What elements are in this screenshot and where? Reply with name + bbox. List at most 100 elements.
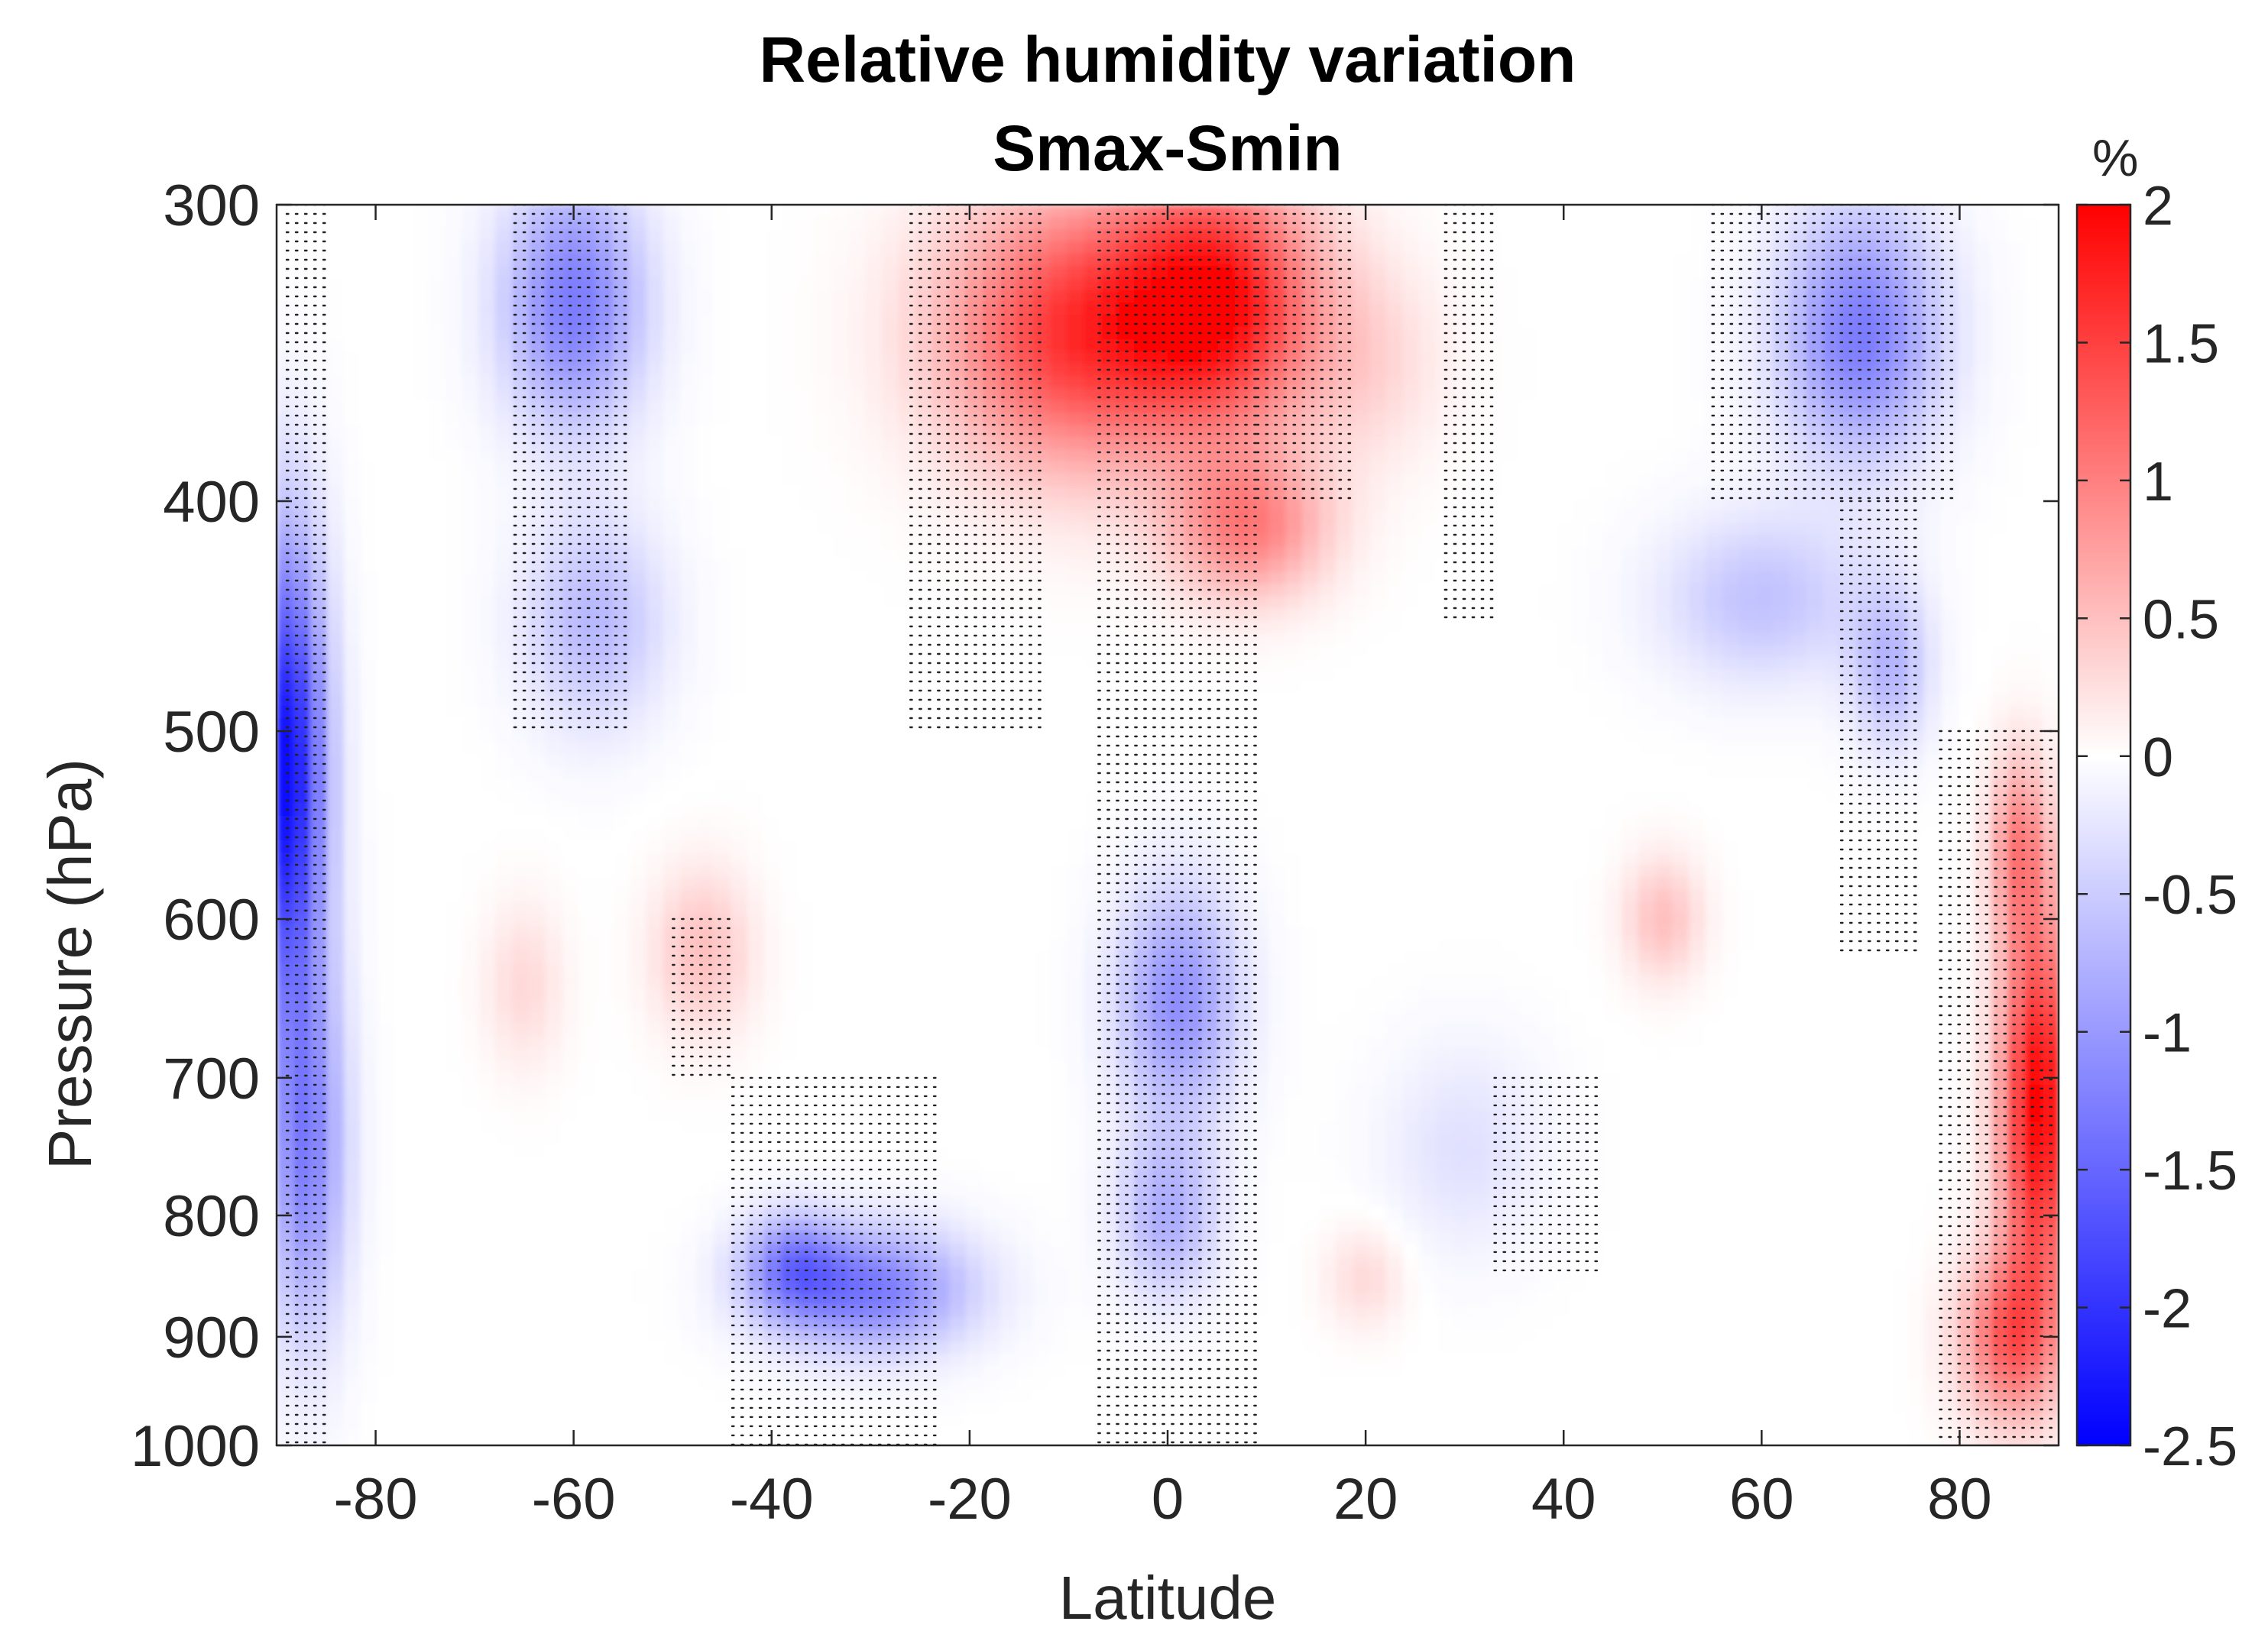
heatmap-cell: [1016, 718, 1034, 731]
heatmap-cell: [1016, 535, 1034, 548]
heatmap-cell: [478, 498, 496, 511]
heatmap-cell: [1521, 620, 1538, 633]
heatmap-cell: [714, 510, 731, 523]
heatmap-cell: [529, 571, 546, 584]
heatmap-cell: [1268, 315, 1286, 328]
heatmap-cell: [1084, 681, 1101, 694]
heatmap-cell: [1386, 547, 1404, 560]
heatmap-cell: [831, 718, 849, 731]
heatmap-cell: [865, 608, 883, 621]
heatmap-cell: [1285, 278, 1303, 291]
heatmap-cell: [1773, 205, 1790, 218]
heatmap-cell: [714, 437, 731, 450]
heatmap-cell: [764, 730, 782, 743]
heatmap-cell: [1201, 315, 1219, 328]
heatmap-cell: [495, 474, 513, 487]
heatmap-cell: [983, 694, 1000, 707]
heatmap-cell: [1403, 633, 1421, 646]
heatmap-cell: [630, 303, 647, 316]
heatmap-cell: [546, 229, 563, 242]
heatmap-cell: [394, 718, 412, 731]
heatmap-cell: [882, 229, 899, 242]
heatmap-cell: [1689, 510, 1706, 523]
heatmap-cell: [1184, 755, 1202, 768]
heatmap-cell: [747, 400, 765, 413]
heatmap-cell: [1790, 620, 1807, 633]
heatmap-cell: [1806, 755, 1824, 768]
heatmap-cell: [1706, 229, 1723, 242]
heatmap-cell: [1672, 364, 1690, 377]
heatmap-cell: [680, 303, 698, 316]
heatmap-cell: [1302, 633, 1320, 646]
heatmap-cell: [562, 669, 580, 682]
heatmap-cell: [1924, 559, 1942, 572]
heatmap-cell: [747, 241, 765, 254]
heatmap-cell: [277, 449, 294, 462]
heatmap-cell: [1975, 547, 1992, 560]
heatmap-cell: [1975, 535, 1992, 548]
heatmap-cell: [310, 254, 328, 267]
heatmap-cell: [1806, 730, 1824, 743]
heatmap-cell: [1302, 657, 1320, 670]
heatmap-cell: [865, 657, 883, 670]
heatmap-cell: [1084, 547, 1101, 560]
heatmap-cell: [1504, 303, 1521, 316]
heatmap-cell: [1504, 620, 1521, 633]
heatmap-cell: [478, 254, 496, 267]
heatmap-cell: [1790, 376, 1807, 389]
heatmap-cell: [1218, 608, 1236, 621]
heatmap-cell: [663, 620, 681, 633]
heatmap-cell: [478, 657, 496, 670]
heatmap-cell: [2042, 327, 2059, 340]
heatmap-cell: [394, 584, 412, 597]
heatmap-cell: [1907, 510, 1925, 523]
heatmap-cell: [1504, 547, 1521, 560]
heatmap-cell: [1134, 523, 1152, 536]
heatmap-cell: [1453, 351, 1471, 364]
heatmap-cell: [932, 364, 950, 377]
heatmap-cell: [1184, 339, 1202, 352]
heatmap-cell: [1638, 437, 1656, 450]
heatmap-cell: [1790, 486, 1807, 499]
heatmap-cell: [1437, 706, 1454, 719]
heatmap-cell: [865, 474, 883, 487]
heatmap-cell: [1000, 486, 1017, 499]
heatmap-cell: [1941, 694, 1959, 707]
heatmap-cell: [596, 315, 614, 328]
heatmap-cell: [478, 633, 496, 646]
heatmap-cell: [613, 743, 630, 756]
heatmap-cell: [394, 510, 412, 523]
heatmap-cell: [1739, 718, 1757, 731]
heatmap-cell: [277, 571, 294, 584]
heatmap-cell: [1706, 571, 1723, 584]
heatmap-cell: [478, 559, 496, 572]
heatmap-cell: [327, 461, 345, 474]
heatmap-cell: [1134, 205, 1152, 218]
heatmap-cell: [1958, 205, 1975, 218]
heatmap-cell: [1067, 339, 1084, 352]
heatmap-cell: [764, 718, 782, 731]
heatmap-cell: [529, 681, 546, 694]
heatmap-cell: [1689, 608, 1706, 621]
heatmap-cell: [361, 364, 378, 377]
heatmap-cell: [1252, 486, 1269, 499]
heatmap-cell: [731, 523, 748, 536]
heatmap-cell: [1386, 584, 1404, 597]
heatmap-cell: [1823, 584, 1841, 597]
heatmap-cell: [1067, 449, 1084, 462]
heatmap-cell: [277, 523, 294, 536]
heatmap-cell: [2008, 559, 2026, 572]
heatmap-cell: [310, 486, 328, 499]
heatmap-cell: [1470, 523, 1488, 536]
heatmap-cell: [1151, 743, 1168, 756]
heatmap-cell: [1084, 718, 1101, 731]
heatmap-cell: [1487, 498, 1505, 511]
heatmap-cell: [546, 510, 563, 523]
heatmap-cell: [663, 657, 681, 670]
heatmap-cell: [798, 437, 815, 450]
heatmap-cell: [1134, 535, 1152, 548]
heatmap-cell: [1857, 620, 1874, 633]
heatmap-cell: [1672, 706, 1690, 719]
heatmap-cell: [1756, 486, 1774, 499]
heatmap-cell: [1369, 474, 1387, 487]
